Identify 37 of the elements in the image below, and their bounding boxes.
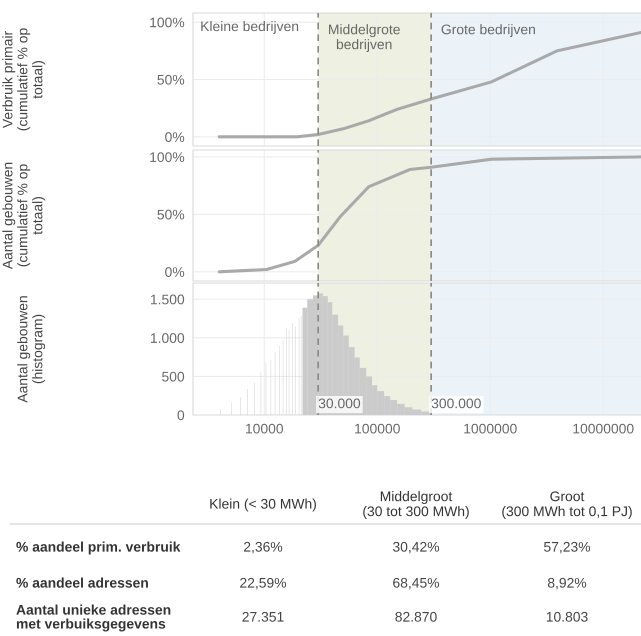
text: 68,45% [393,578,440,590]
text: 22,59% [240,578,286,590]
category-label: Groot (300 MWh tot 0,1 PJ) [502,491,632,519]
y-tick-label: 100% [150,18,184,28]
text: 57,23% [544,542,590,554]
text: 2,36% [244,542,282,554]
text: 82.870 [395,612,437,622]
x-tick-label: 10000 [246,424,284,434]
y-tick-label: 500 [162,372,184,382]
y-axis-title: Verbruik primair (cumulatief % op totaal) [2,28,46,130]
text: 10.803 [546,612,588,622]
x-tick-label: 10000000 [573,424,634,434]
annotation: Kleine bedrijven [201,20,298,34]
y-tick-label: 1.000 [150,333,184,343]
x-tick-label: 100000 [355,424,400,434]
y-tick-label: 1.500 [150,294,184,304]
x-tick-label: 1000000 [464,424,517,434]
y-axis-title: Aantal gebouwen (histogram) [17,296,46,403]
category-label: % aandeel adressen [16,578,148,588]
category-label: Klein (< 30 MWh) [210,498,316,512]
band-label: Middelgrote bedrijven [329,24,400,52]
text: 8,92% [548,578,586,590]
band-label: Grote bedrijven [442,24,535,38]
text: 27.351 [242,612,284,622]
y-tick-label: 50% [157,210,184,220]
y-tick-label: 100% [150,152,184,162]
y-tick-label: 0% [165,267,184,277]
ref-line-label: 30.000 [318,398,360,408]
ref-line-label: 300.000 [432,398,481,408]
category-label: % aandeel prim. verbruik [16,542,180,554]
category-label: Aantal unieke adressen met verbuiksgegevens [16,604,170,632]
y-axis-title: Aantal gebouwen (cumulatief % op totaal) [2,162,46,270]
y-tick-label: 0 [177,410,184,420]
y-tick-label: 50% [157,74,184,85]
category-label: Middelgroot (30 tot 300 MWh) [363,491,469,519]
text: 30,42% [392,542,440,554]
y-tick-label: 0% [165,132,184,142]
